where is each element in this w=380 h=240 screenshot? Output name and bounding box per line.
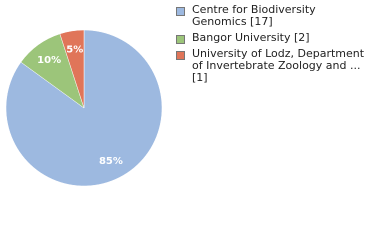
legend-item: Centre for Biodiversity Genomics [17] xyxy=(172,4,372,28)
slice-label: 85% xyxy=(99,156,123,167)
legend-swatch xyxy=(176,35,185,44)
legend: Centre for Biodiversity Genomics [17] Ban… xyxy=(172,4,372,88)
legend-label: University of Lodz, Department of Invert… xyxy=(192,47,365,84)
chart: 85% 10% 5% xyxy=(5,29,163,187)
legend-item: University of Lodz, Department of Invert… xyxy=(172,48,372,84)
legend-swatch xyxy=(176,51,185,60)
pie-slice xyxy=(59,29,85,109)
slice-label: 10% xyxy=(37,55,61,66)
legend-swatch xyxy=(176,7,185,16)
legend-label: Bangor University [2] xyxy=(192,31,310,44)
slice-label: 5% xyxy=(66,44,83,55)
legend-item: Bangor University [2] xyxy=(172,32,372,44)
legend-label: Centre for Biodiversity Genomics [17] xyxy=(192,3,316,28)
